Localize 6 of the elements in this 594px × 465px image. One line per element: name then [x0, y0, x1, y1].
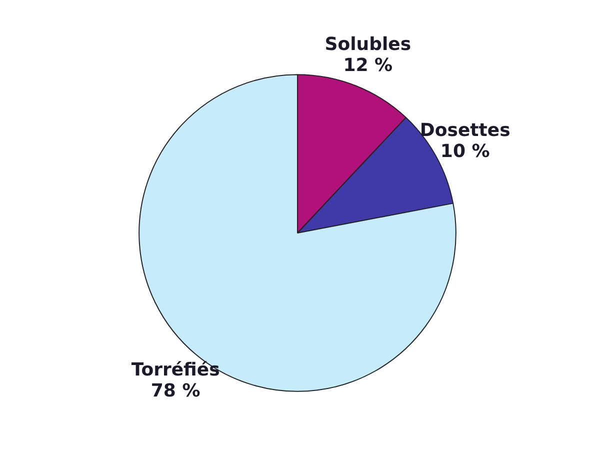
data-label: 12 % [343, 55, 393, 76]
data-label: 10 % [440, 140, 490, 162]
slice-label: Torréfiés [131, 359, 220, 380]
data-label: 78 % [150, 380, 200, 402]
slice-label: Solubles [324, 34, 412, 56]
slice-label: Dosettes [420, 120, 510, 141]
